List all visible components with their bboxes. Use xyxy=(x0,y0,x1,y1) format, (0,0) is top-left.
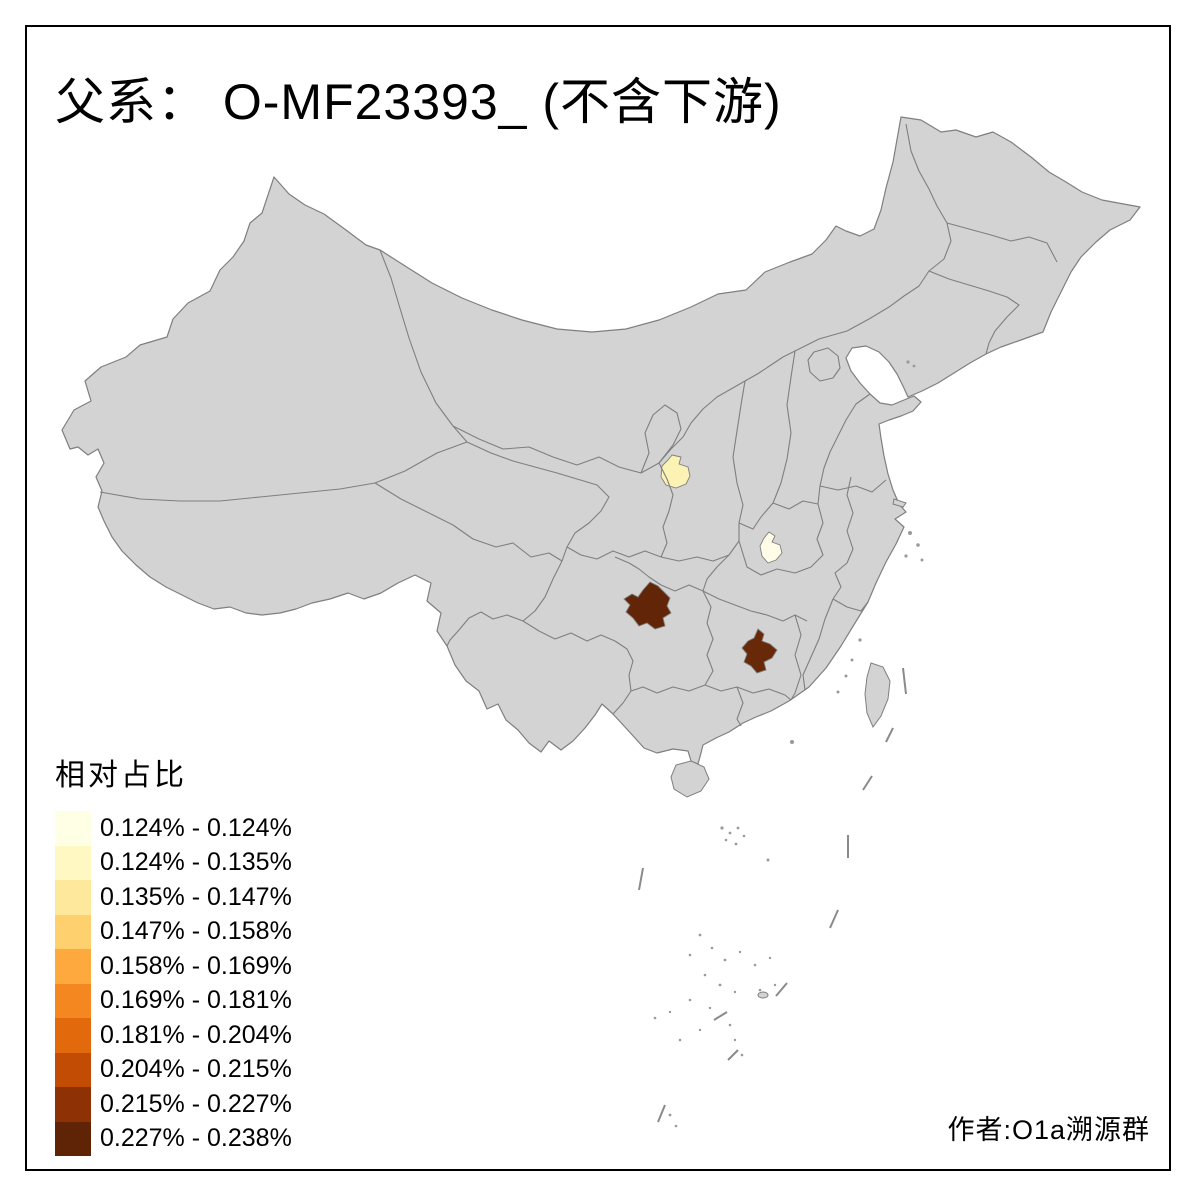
legend-row: 0.124% - 0.124% xyxy=(55,811,292,846)
province-boundaries xyxy=(99,123,1058,727)
legend-range-label: 0.147% - 0.158% xyxy=(100,917,292,946)
legend-swatch xyxy=(55,1018,91,1053)
legend-swatch xyxy=(55,1087,91,1122)
taiwan-island xyxy=(864,662,891,729)
legend-swatch xyxy=(55,914,91,949)
sea-islands xyxy=(653,360,924,1128)
legend-row: 0.135% - 0.147% xyxy=(55,880,292,915)
legend: 相对占比 0.124% - 0.124% 0.124% - 0.135% 0.135… xyxy=(55,750,292,1156)
legend-swatch xyxy=(55,949,91,984)
legend-row: 0.227% - 0.238% xyxy=(55,1121,292,1156)
legend-range-label: 0.124% - 0.135% xyxy=(100,848,292,877)
legend-range-label: 0.169% - 0.181% xyxy=(100,986,292,1015)
legend-range-label: 0.135% - 0.147% xyxy=(100,882,292,911)
legend-title: 相对占比 xyxy=(55,759,187,792)
legend-swatch xyxy=(55,880,91,915)
legend-range-label: 0.158% - 0.169% xyxy=(100,951,292,980)
legend-swatch xyxy=(55,1121,91,1156)
legend-swatch xyxy=(55,845,91,880)
legend-rows: 0.124% - 0.124% 0.124% - 0.135% 0.135% - 0… xyxy=(55,811,292,1156)
legend-swatch xyxy=(55,811,91,846)
legend-row: 0.215% - 0.227% xyxy=(55,1087,292,1122)
legend-row: 0.158% - 0.169% xyxy=(55,949,292,984)
region-central-guizhou xyxy=(623,581,672,630)
sea-boundary-dashes xyxy=(638,667,907,1123)
region-southeast-gansu xyxy=(660,454,691,489)
legend-swatch xyxy=(55,983,91,1018)
legend-row: 0.169% - 0.181% xyxy=(55,983,292,1018)
legend-range-label: 0.215% - 0.227% xyxy=(100,1089,292,1118)
legend-row: 0.204% - 0.215% xyxy=(55,1052,292,1087)
legend-range-label: 0.204% - 0.215% xyxy=(100,1055,292,1084)
map-title: 父系： O-MF23393_ (不含下游) xyxy=(55,74,782,130)
legend-swatch xyxy=(55,1052,91,1087)
hainan-island xyxy=(670,760,710,798)
legend-range-label: 0.227% - 0.238% xyxy=(100,1124,292,1153)
attribution-text: 作者:O1a溯源群 xyxy=(947,1115,1150,1145)
china-mainland xyxy=(61,116,1141,765)
legend-row: 0.181% - 0.204% xyxy=(55,1018,292,1053)
legend-row: 0.147% - 0.158% xyxy=(55,914,292,949)
region-central-hunan xyxy=(741,628,778,674)
legend-row: 0.124% - 0.135% xyxy=(55,845,292,880)
legend-range-label: 0.124% - 0.124% xyxy=(100,813,292,842)
region-southwest-henan xyxy=(759,531,783,564)
chongming-island xyxy=(892,498,907,508)
legend-range-label: 0.181% - 0.204% xyxy=(100,1020,292,1049)
